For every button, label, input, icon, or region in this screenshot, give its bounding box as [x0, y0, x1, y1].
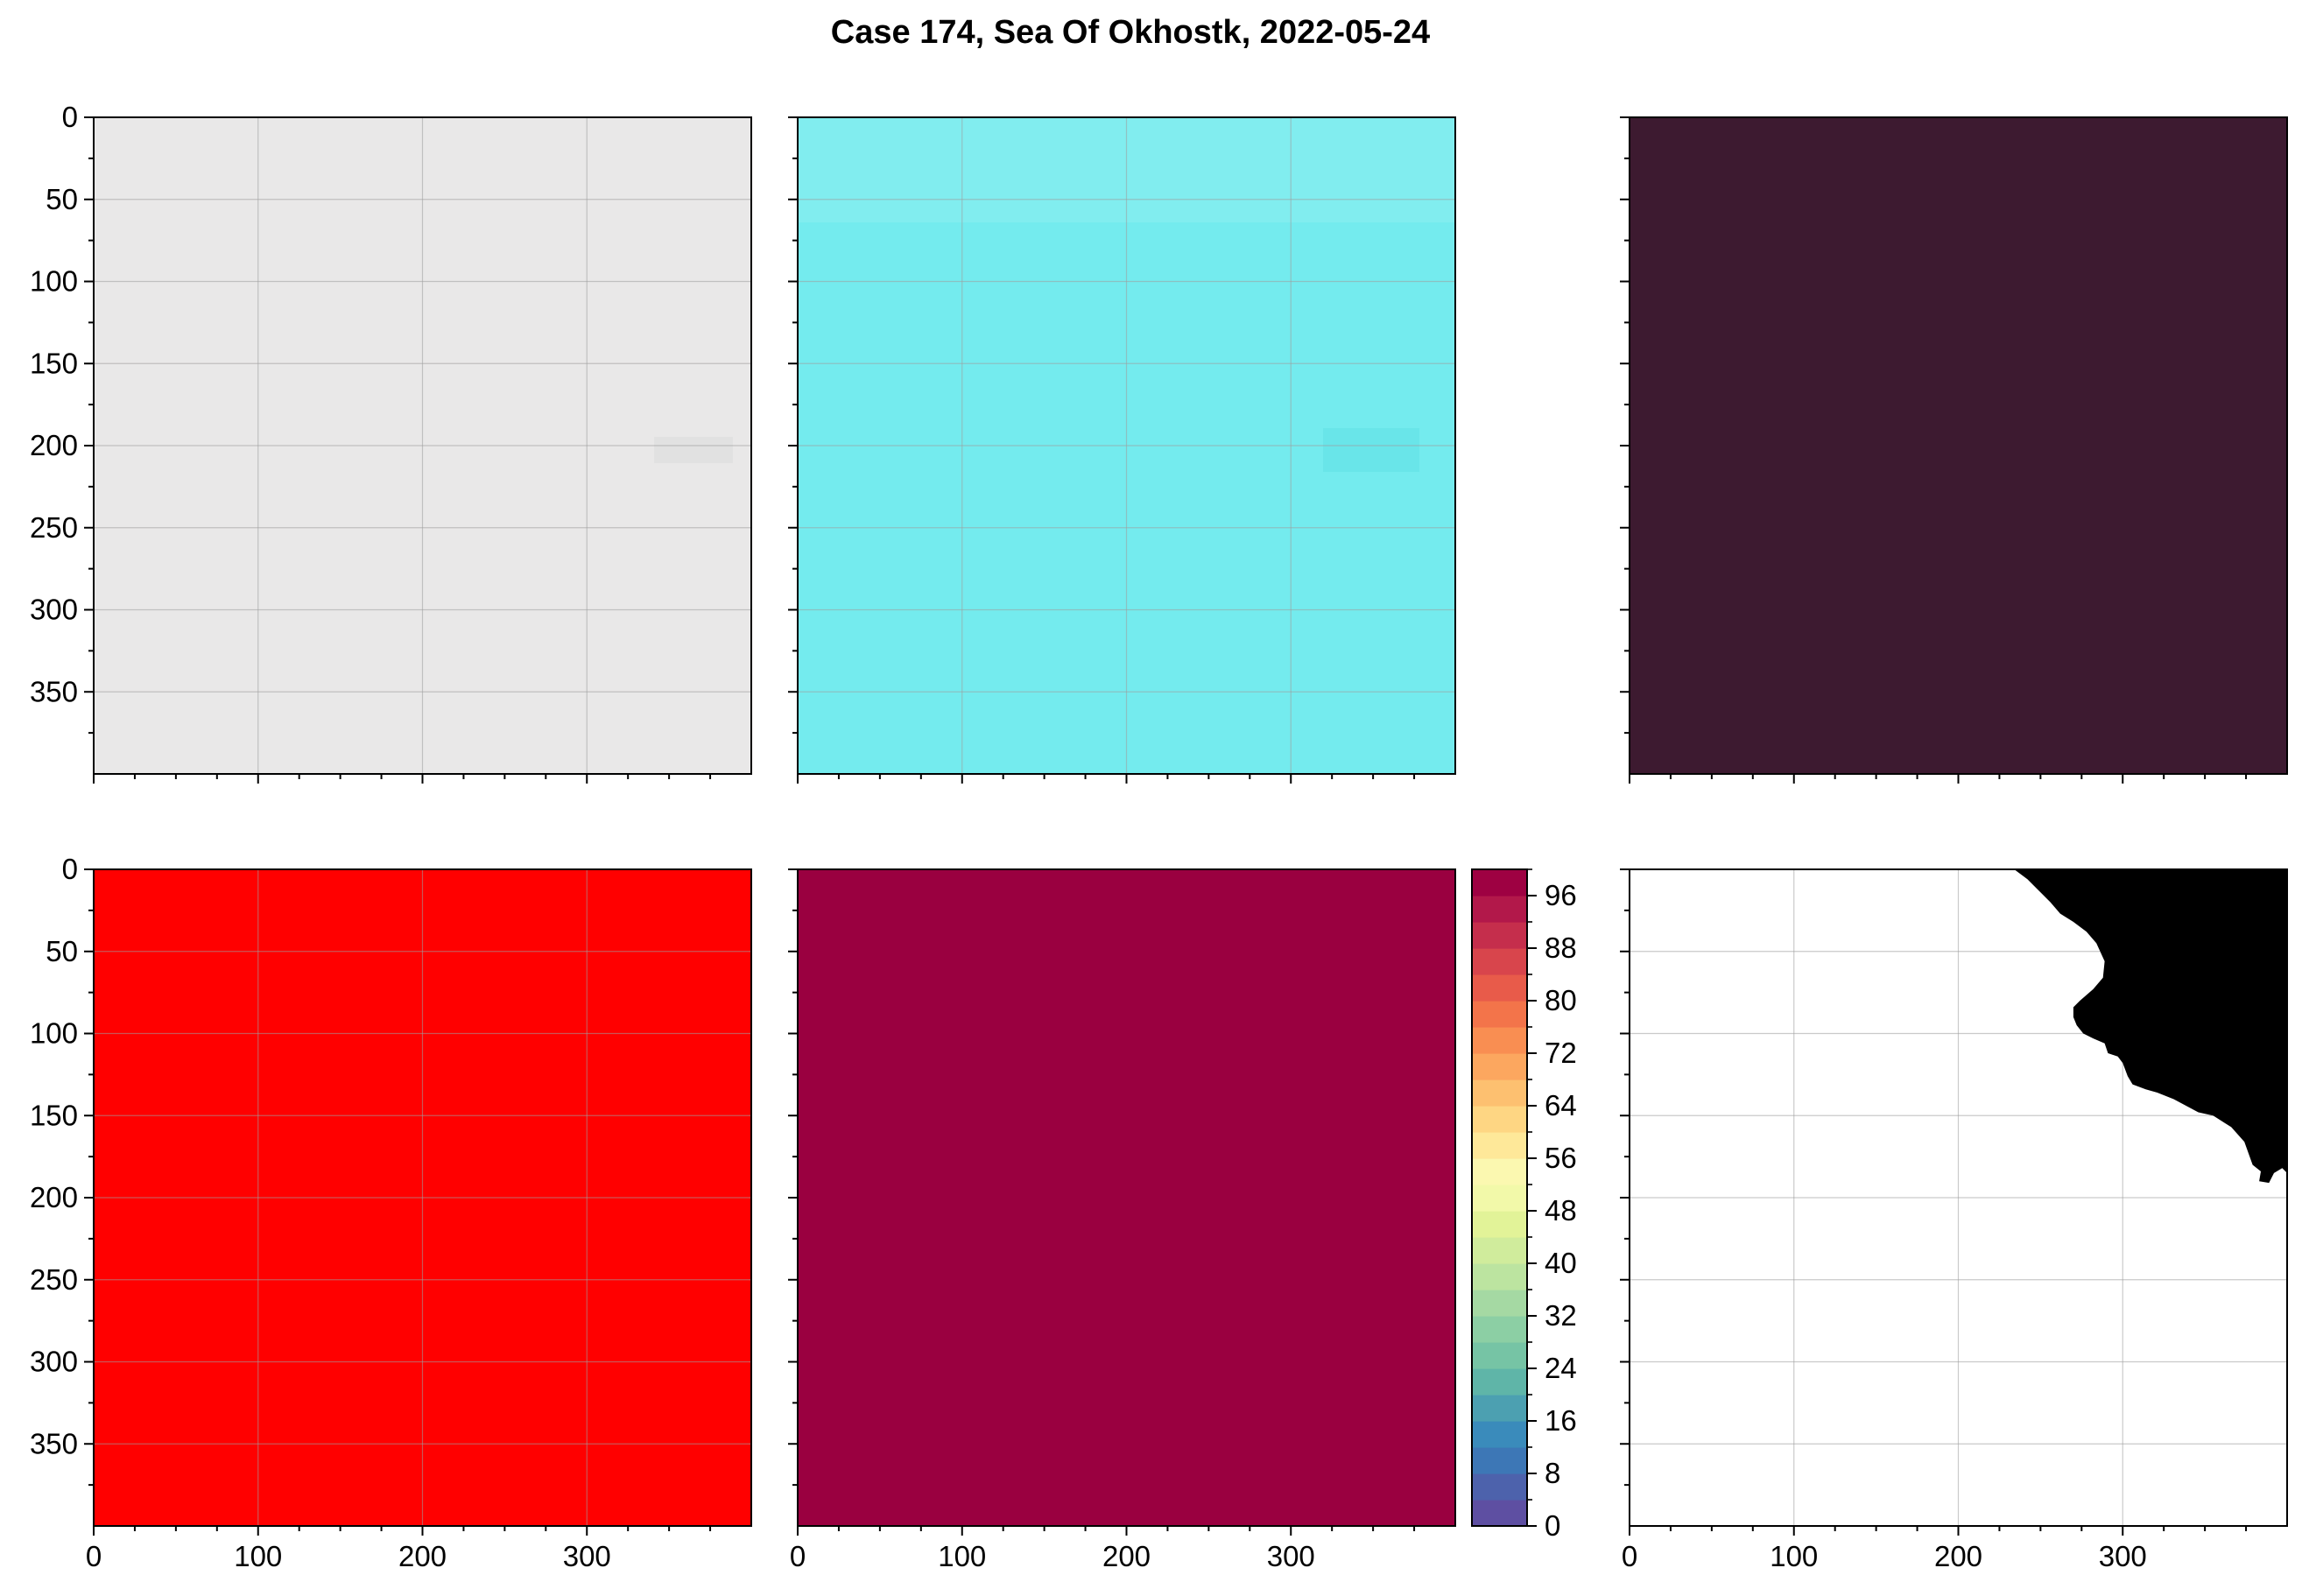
x-tick-label: 100 [1770, 1540, 1818, 1572]
colorbar-bin [1472, 1395, 1527, 1422]
colorbar-bin [1472, 948, 1527, 975]
x-tick-label: 100 [234, 1540, 282, 1572]
figure-title: Case 174, Sea Of Okhostk, 2022-05-24 [831, 14, 1430, 51]
colorbar-bin [1472, 1132, 1527, 1159]
colorbar-bin [1472, 1290, 1527, 1317]
y-tick-label: 200 [30, 429, 78, 461]
panel-true-color: 0 50 100 150 200 250 300 350 [30, 101, 752, 784]
colorbar-bin [1472, 1079, 1527, 1107]
colorbar-tick-label: 48 [1545, 1194, 1577, 1227]
panel-cloud-fraction-pct: 0 100 200 300 [788, 868, 1456, 1572]
true-color-shading [654, 437, 733, 463]
colorbar-bin [1472, 922, 1527, 949]
colorbar-bin [1472, 1421, 1527, 1448]
y-tick-label: 100 [30, 1017, 78, 1050]
colorbar-tick-label: 72 [1545, 1037, 1577, 1069]
x-tick-label: 0 [1622, 1540, 1637, 1572]
x-tick-label: 200 [398, 1540, 447, 1572]
y-tick-label: 0 [62, 853, 78, 885]
y-tick-label: 350 [30, 1427, 78, 1459]
x-tick-label: 100 [938, 1540, 986, 1572]
colorbar-bin [1472, 1342, 1527, 1369]
y-tick-label: 50 [46, 935, 78, 967]
colorbar-tick-label: 96 [1545, 879, 1577, 911]
panel-cloud-mask [1620, 116, 2288, 784]
colorbar-bin [1472, 1263, 1527, 1290]
colorbar-tick-label: 80 [1545, 984, 1577, 1016]
colorbar-bin [1472, 974, 1527, 1002]
colorbar-tick-label: 32 [1545, 1299, 1577, 1332]
colorbar-bin [1472, 1500, 1527, 1527]
colorbar-bin [1472, 1316, 1527, 1343]
colorbar-bin [1472, 1368, 1527, 1396]
colorbar: 0 8 16 24 32 40 48 56 64 72 80 88 96 [1471, 868, 1577, 1542]
x-tick-label: 300 [563, 1540, 611, 1572]
y-tick-label: 250 [30, 1263, 78, 1296]
panel-false-color [788, 116, 1456, 784]
x-tick-label: 200 [1934, 1540, 1982, 1572]
y-tick-label: 0 [62, 101, 78, 133]
x-tick-label: 300 [1267, 1540, 1315, 1572]
colorbar-tick-label: 88 [1545, 932, 1577, 964]
panel-cloud-fraction-rgb: 0 100 200 300 0 50 100 150 200 250 300 350 [30, 853, 752, 1572]
x-tick-label: 0 [790, 1540, 806, 1572]
colorbar-bin [1472, 1158, 1527, 1185]
colorbar-tick-label: 0 [1545, 1509, 1560, 1542]
labeled-mask-region [2014, 869, 2287, 1184]
colorbar-tick-label: 8 [1545, 1457, 1560, 1489]
colorbar-bin [1472, 1237, 1527, 1264]
colorbar-bin [1472, 1185, 1527, 1212]
colorbar-bin [1472, 1053, 1527, 1080]
colorbar-bin [1472, 1027, 1527, 1054]
y-tick-label: 150 [30, 347, 78, 379]
y-tick-label: 150 [30, 1099, 78, 1131]
x-tick-label: 0 [86, 1540, 102, 1572]
false-color-shading [1323, 428, 1419, 472]
y-tick-label: 50 [46, 183, 78, 215]
y-tick-label: 200 [30, 1181, 78, 1213]
colorbar-tick-label: 64 [1545, 1089, 1577, 1121]
y-tick-label: 100 [30, 265, 78, 298]
colorbar-tick-label: 24 [1545, 1352, 1577, 1384]
panel-labeled-masks: 0 100 200 300 [1620, 868, 2288, 1572]
cloud-mask-image [1630, 117, 2287, 774]
y-tick-label: 300 [30, 594, 78, 626]
colorbar-bin [1472, 1447, 1527, 1474]
cloud-fraction-pct-image [798, 869, 1455, 1526]
colorbar-bin [1472, 1001, 1527, 1028]
y-tick-label: 350 [30, 675, 78, 707]
y-tick-label: 250 [30, 511, 78, 544]
colorbar-tick-label: 56 [1545, 1142, 1577, 1174]
y-tick-label: 300 [30, 1346, 78, 1378]
colorbar-bin [1472, 1106, 1527, 1133]
colorbar-frame [1471, 868, 1528, 1527]
colorbar-bin [1472, 1473, 1527, 1501]
x-tick-label: 200 [1102, 1540, 1151, 1572]
colorbar-bin [1472, 1211, 1527, 1238]
colorbar-tick-label: 16 [1545, 1404, 1577, 1437]
panels: 0 50 100 150 200 250 300 350 0 100 200 300 0 50 100 150… [30, 101, 2288, 1572]
colorbar-tick-label: 40 [1545, 1247, 1577, 1279]
colorbar-bin [1472, 869, 1527, 896]
colorbar-bin [1472, 896, 1527, 923]
x-tick-label: 300 [2099, 1540, 2147, 1572]
